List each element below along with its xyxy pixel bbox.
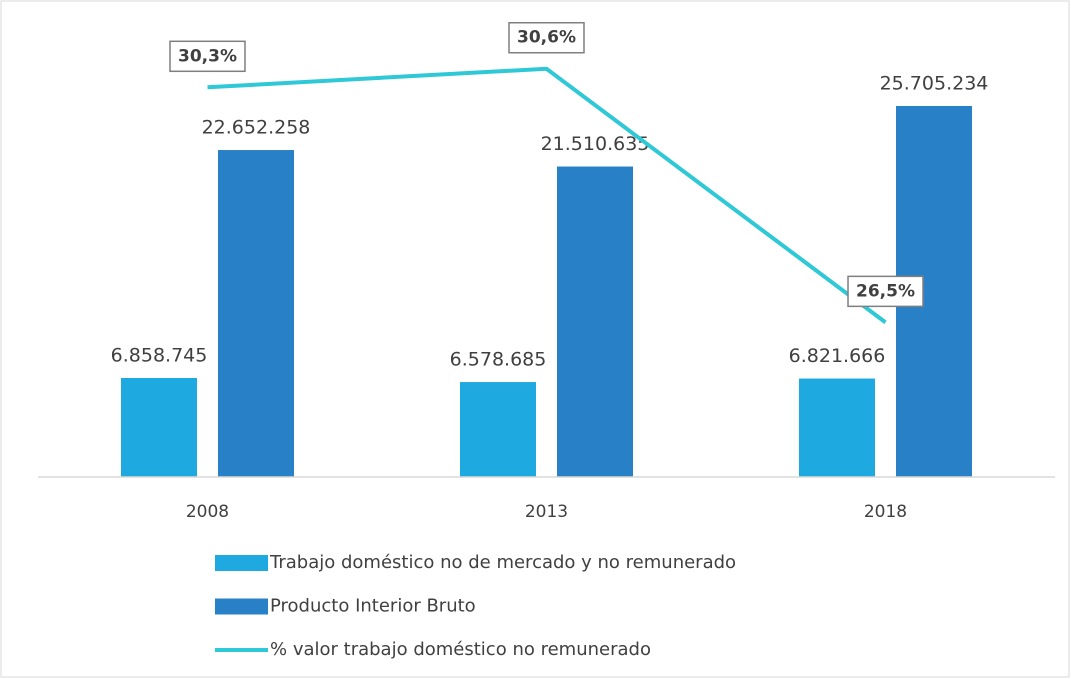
- line-value-label: 30,3%: [178, 46, 237, 66]
- bar-value-label: 21.510.635: [541, 133, 650, 155]
- bar: [557, 166, 633, 477]
- legend-label: % valor trabajo doméstico no remunerado: [270, 639, 651, 660]
- x-tick-label: 2018: [864, 502, 907, 522]
- label-box: [508, 21, 585, 54]
- legend-swatch: [215, 555, 268, 571]
- bar-value-label: 6.858.745: [111, 345, 208, 367]
- label-box: [169, 40, 246, 73]
- bar-value-label: 6.821.666: [789, 345, 886, 367]
- bar-value-label: 6.578.685: [450, 349, 547, 371]
- bar: [218, 150, 294, 477]
- bar: [799, 378, 875, 477]
- bar-value-label: 22.652.258: [202, 117, 311, 139]
- x-tick-label: 2013: [525, 502, 568, 522]
- legend-label: Producto Interior Bruto: [270, 596, 476, 617]
- line-value-label: 26,5%: [856, 281, 915, 301]
- bar: [121, 378, 197, 477]
- line: [207, 66, 887, 324]
- bar-value-label: 25.705.234: [880, 72, 989, 94]
- x-tick-label: 2008: [186, 502, 229, 522]
- legend-swatch: [215, 598, 268, 615]
- label-box: [847, 275, 924, 308]
- bar: [460, 382, 536, 477]
- line-value-label: 30,6%: [517, 28, 576, 48]
- legend-label: Trabajo doméstico no de mercado y no rem…: [269, 552, 736, 573]
